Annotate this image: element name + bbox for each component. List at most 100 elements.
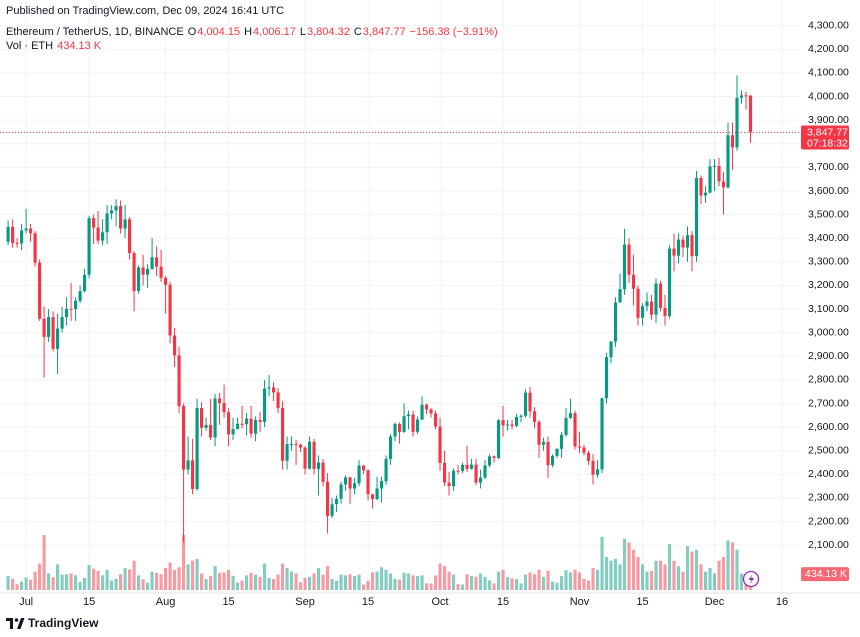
volume-bar	[447, 571, 451, 590]
volume-bar	[343, 575, 348, 590]
volume-bar	[15, 584, 19, 590]
candle-body	[379, 481, 384, 489]
x-tick-label: Sep	[295, 596, 315, 608]
volume-bar	[51, 577, 55, 590]
volume-bar	[186, 564, 190, 590]
volume-bar	[361, 584, 366, 590]
volume-bar	[496, 571, 501, 590]
candle-body	[703, 192, 708, 196]
ohlc-value: 3,804.32	[307, 26, 350, 38]
candle-body	[654, 283, 658, 315]
candle-body	[748, 95, 753, 133]
volume-bar	[96, 570, 100, 590]
volume-bar	[307, 576, 312, 590]
candle-body	[15, 242, 19, 244]
volume-bar	[141, 579, 145, 590]
axes: 4,300.00 4,200.00 4,100.00 4,000.00 3,900.00…	[0, 19, 860, 608]
volume-bar	[699, 564, 703, 590]
brand: TradingView	[28, 616, 99, 630]
candle-body	[361, 465, 366, 471]
candle-body	[352, 483, 357, 489]
candle-body	[267, 387, 271, 389]
volume-bar	[339, 574, 343, 590]
y-tick-label: 3,300.00	[808, 256, 849, 268]
candle-body	[141, 267, 145, 275]
candle-body	[618, 289, 622, 303]
candle-body	[119, 206, 123, 229]
candle-body	[51, 317, 55, 349]
candle-body	[298, 444, 303, 448]
volume-bar	[92, 568, 96, 590]
ohlc-legend: O 4,004.15 H 4,006.17 L 3,804.32 C 3,847.77	[188, 26, 406, 38]
volume-bar	[204, 579, 208, 590]
volume-bar	[609, 560, 613, 590]
volume-bar	[240, 580, 244, 590]
x-tick-label: 16	[776, 596, 788, 608]
candle-body	[465, 464, 469, 469]
volume-bar	[667, 544, 672, 590]
candle-body	[582, 447, 586, 453]
candle-body	[375, 488, 379, 500]
volume-bar	[564, 570, 568, 590]
volume-bar	[24, 577, 28, 590]
ohlc-value: 3,847.77	[362, 26, 406, 38]
legend-line: Ethereum / TetherUS, 1D, BINANCE O 4,004.…	[6, 26, 498, 38]
ohlc-item: L 3,804.32	[300, 26, 350, 38]
volume-bar	[582, 579, 586, 590]
volume-bar	[379, 567, 384, 590]
candle-body	[370, 494, 375, 500]
volume-bar	[618, 564, 622, 590]
volume-bar	[231, 576, 235, 590]
volume-bar	[128, 569, 132, 590]
candle-body	[253, 420, 258, 434]
candle-body	[330, 504, 334, 516]
volume-bar	[334, 580, 339, 590]
candle-body	[501, 420, 505, 426]
candle-body	[195, 407, 199, 489]
candle-body	[685, 235, 690, 248]
candle-body	[456, 470, 460, 472]
volume-bar	[253, 574, 258, 590]
volume-bar	[541, 576, 546, 590]
volume-bar	[114, 578, 118, 590]
candle-body	[6, 226, 10, 242]
y-tick-label: 4,100.00	[808, 67, 849, 79]
volume-bar	[83, 577, 87, 590]
lightning-icon[interactable]	[742, 570, 760, 588]
volume-bar	[573, 569, 577, 590]
candle-body	[451, 470, 456, 487]
grid	[0, 0, 800, 594]
volume-bar	[177, 567, 181, 590]
candle-body	[402, 416, 406, 432]
volume-bar	[640, 564, 645, 590]
volume-bar	[514, 579, 519, 590]
volume-bar	[249, 572, 253, 590]
last-price-label: 3,847.77	[807, 126, 848, 138]
x-tick-label: Aug	[156, 596, 176, 608]
candle-body	[586, 452, 591, 461]
candle-body	[213, 398, 217, 438]
candle-body	[447, 482, 451, 487]
volume-legend: Vol · ETH 434.13 K	[6, 40, 101, 52]
volume-bar	[424, 583, 429, 590]
candle-body	[442, 462, 447, 483]
volume-bar	[280, 563, 285, 590]
candle-body	[631, 274, 636, 289]
candle-body	[69, 308, 73, 310]
volume-bar	[137, 575, 141, 590]
candle-body	[217, 398, 222, 404]
candle-body	[366, 470, 370, 495]
candle-body	[258, 420, 262, 422]
candles	[6, 75, 753, 543]
volume-bar	[505, 577, 510, 590]
volume-bar	[712, 573, 717, 590]
y-tick-label: 4,300.00	[808, 19, 849, 31]
volume-bar	[6, 576, 10, 590]
candle-body	[200, 407, 204, 428]
candle-body	[191, 460, 195, 489]
candle-body	[460, 464, 465, 472]
volume-bar	[316, 568, 321, 590]
ohlc-key: O	[187, 26, 197, 38]
y-tick-label: 2,300.00	[808, 492, 849, 504]
candle-body	[393, 424, 397, 437]
